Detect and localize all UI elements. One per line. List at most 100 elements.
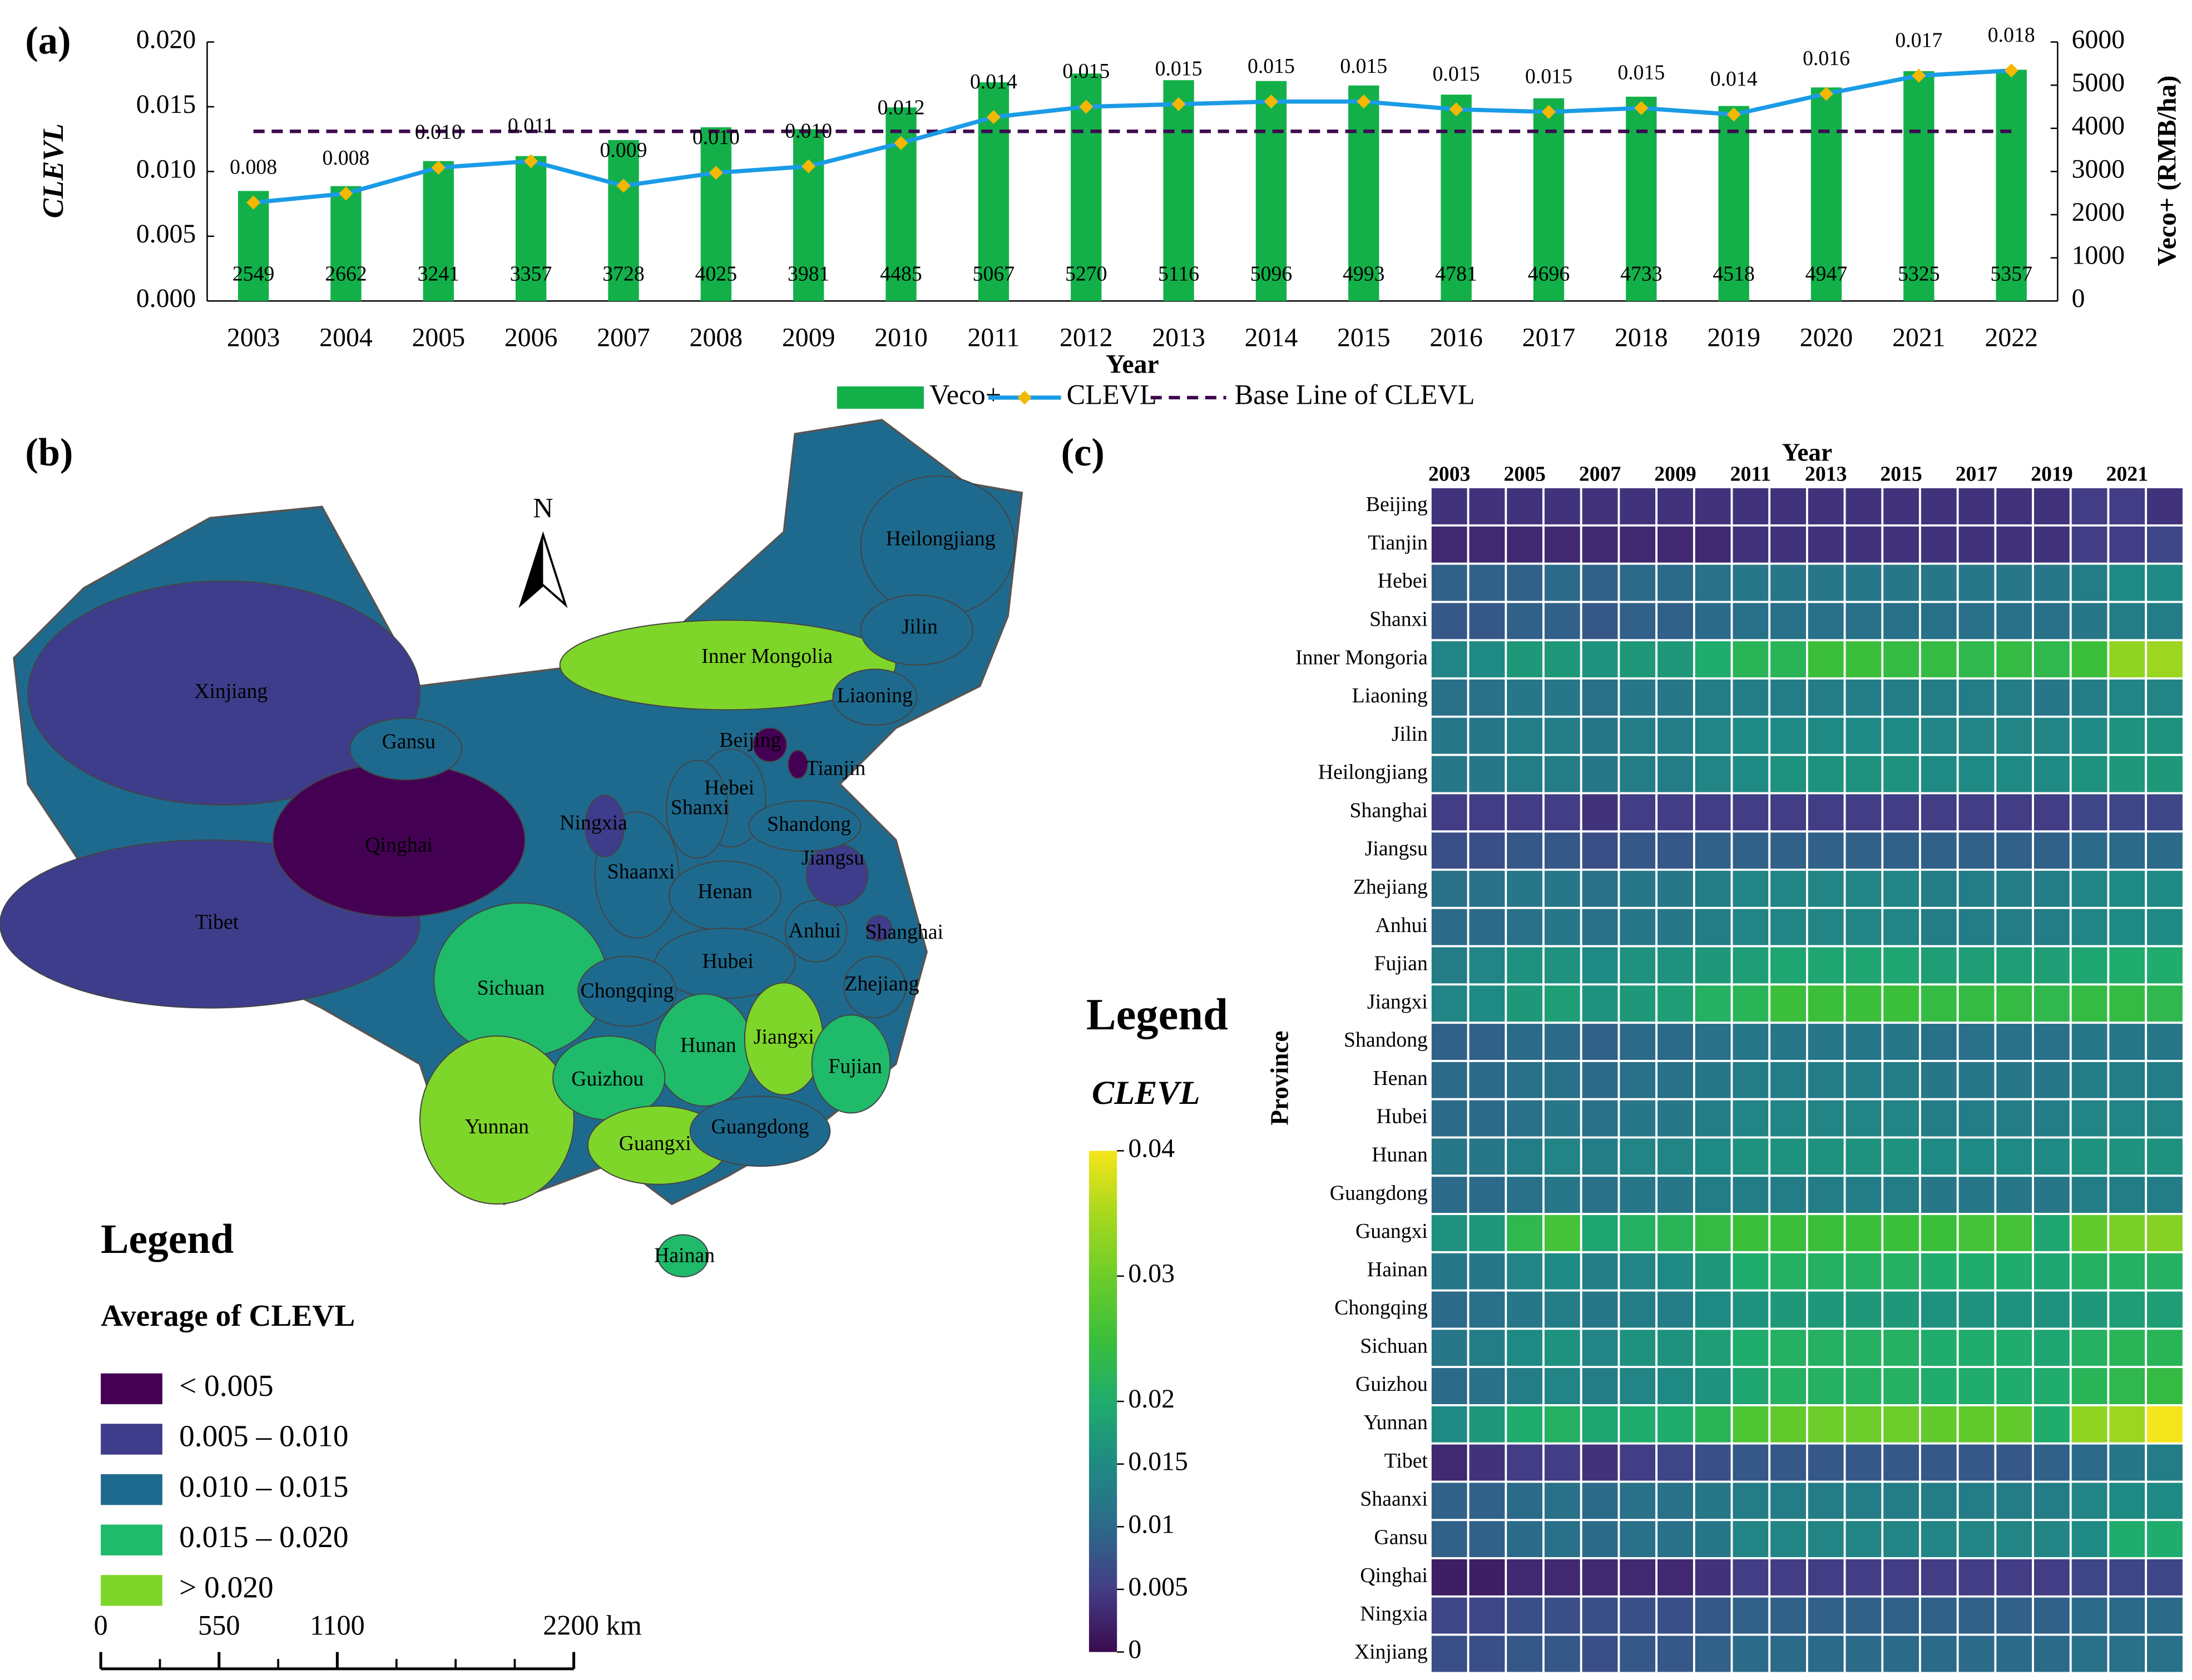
heatmap-cell: [2107, 1442, 2148, 1483]
heatmap-cell: [1542, 1327, 1582, 1369]
heatmap-cell: [1806, 1366, 1846, 1406]
heatmap-cell: [2107, 792, 2148, 833]
heatmap-cell: [1693, 1098, 1733, 1139]
heatmap-cell: [1994, 906, 2035, 948]
row-label: Guizhou: [1355, 1372, 1428, 1396]
heatmap-cell: [2145, 1059, 2185, 1101]
heatmap-cell: [1655, 792, 1695, 833]
heatmap-cell: [1655, 1022, 1695, 1062]
heatmap-cell: [1505, 562, 1545, 603]
y-tick-label: 0.015: [136, 90, 196, 119]
north-label: N: [533, 492, 553, 523]
y2-axis-label: Veco+ (RMB/ha): [2153, 76, 2182, 266]
heatmap-cell: [1843, 1519, 1884, 1559]
province: [811, 1014, 891, 1114]
province-label: Shanxi: [671, 796, 729, 819]
heatmap-cell: [1956, 486, 1997, 527]
heatmap-cell: [1956, 1251, 1997, 1292]
heatmap-cell: [1956, 1442, 1997, 1483]
row-label: Shanxi: [1369, 607, 1428, 631]
province-label: Jiangxi: [754, 1025, 814, 1049]
heatmap-cell: [2107, 1366, 2148, 1406]
province: [349, 717, 463, 781]
heatmap-cell: [1542, 715, 1582, 756]
province-label: Tibet: [195, 910, 239, 934]
heatmap-cell: [1881, 869, 1921, 909]
heatmap-cell: [2069, 1366, 2110, 1406]
heatmap-cell: [2069, 639, 2110, 680]
heatmap-cell: [1881, 486, 1921, 527]
heatmap-cell: [1617, 1327, 1658, 1369]
province-label: Sichuan: [477, 977, 545, 1000]
heatmap-cell: [1505, 639, 1545, 680]
heatmap-cell: [1505, 1174, 1545, 1215]
heatmap-cell: [1994, 1442, 2035, 1483]
heatmap-cell: [1505, 1404, 1545, 1445]
heatmap-cell: [1919, 562, 1959, 603]
heatmap-cell: [1542, 983, 1582, 1024]
province: [860, 594, 974, 666]
heatmap-cell: [1505, 906, 1545, 948]
heatmap-cell: [1467, 1289, 1507, 1330]
heatmap-cell: [1467, 1404, 1507, 1445]
province: [584, 794, 625, 858]
heatmap-cell: [1768, 1251, 1808, 1292]
heatmap-cell: [1730, 562, 1771, 603]
heatmap-cell: [1617, 639, 1658, 680]
heatmap-cell: [1843, 1327, 1884, 1369]
heatmap-cell: [1881, 1098, 1921, 1139]
heatmap-cell: [1730, 906, 1771, 948]
heatmap-cell: [1768, 1136, 1808, 1177]
heatmap-cell: [1843, 869, 1884, 909]
heatmap-cell: [1580, 945, 1620, 986]
row-label: Guangxi: [1355, 1220, 1428, 1243]
heatmap-cell: [2069, 983, 2110, 1024]
heatmap-cell: [1806, 601, 1846, 642]
heatmap-cell: [1994, 1557, 2035, 1598]
province-label: Inner Mongolia: [701, 645, 833, 668]
heatmap-cell: [1542, 1480, 1582, 1522]
heatmap-cell: [1580, 1213, 1620, 1253]
heatmap-cell: [1693, 715, 1733, 756]
heatmap-cell: [2145, 1595, 2185, 1636]
y-tick-label: 0.005: [136, 219, 196, 249]
value-label: 0.014: [1710, 67, 1758, 91]
heatmap-cell: [1617, 601, 1658, 642]
heatmap-cell: [1881, 1404, 1921, 1445]
heatmap-cell: [1617, 906, 1658, 948]
heatmap-cell: [1730, 754, 1771, 795]
heatmap-cell: [1542, 1059, 1582, 1101]
row-label: Fujian: [1374, 952, 1428, 975]
province-label: Guangxi: [619, 1132, 691, 1155]
heatmap-cell: [2069, 1059, 2110, 1101]
heatmap-cell: [1467, 792, 1507, 833]
heatmap-cell: [1843, 1557, 1884, 1598]
heatmap-cell: [1730, 1366, 1771, 1406]
province-label: Xinjiang: [194, 680, 268, 703]
heatmap-cell: [1617, 1404, 1658, 1445]
row-label: Hunan: [1372, 1143, 1428, 1166]
marker: [1357, 95, 1371, 109]
heatmap-cell: [1429, 1251, 1469, 1292]
province-label: Shandong: [767, 812, 851, 836]
heatmap-cell: [2032, 1557, 2072, 1598]
heatmap-cell: [1505, 1442, 1545, 1483]
heatmap-cell: [1693, 792, 1733, 833]
heatmap-cell: [1843, 906, 1884, 948]
heatmap-cell: [1730, 1251, 1771, 1292]
heatmap-cell: [1956, 1289, 1997, 1330]
marker: [2004, 63, 2018, 78]
heatmap-cell: [1956, 601, 1997, 642]
value-label: 0.015: [1525, 65, 1572, 88]
heatmap-cell: [1768, 1442, 1808, 1483]
heatmap-cell: [1467, 1059, 1507, 1101]
x-tick-label: 2014: [1245, 323, 1298, 353]
row-label: Zhejiang: [1353, 875, 1428, 899]
heatmap-cell: [1542, 1174, 1582, 1215]
heatmap-cell: [2069, 1136, 2110, 1177]
legend-label: Veco+: [929, 379, 1001, 410]
heatmap-cell: [2069, 562, 2110, 603]
heatmap-cell: [1994, 524, 2035, 565]
heatmap-cell: [1617, 1213, 1658, 1253]
heatmap-cell: [1806, 1404, 1846, 1445]
